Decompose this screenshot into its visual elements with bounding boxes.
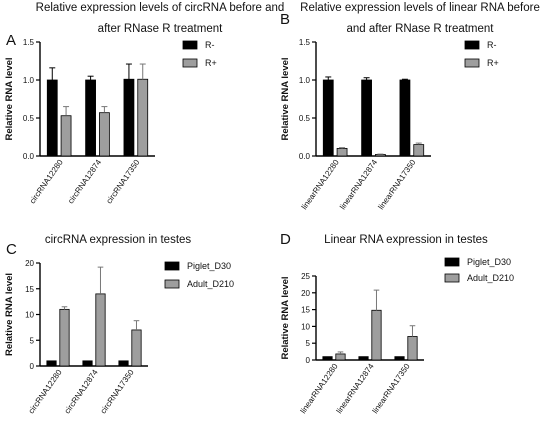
x-category-label: linearRNA12280 xyxy=(300,158,341,212)
legend-label: R+ xyxy=(205,58,217,68)
x-category-label: circRNA17350 xyxy=(105,158,142,206)
y-tick-label: 10 xyxy=(25,311,34,320)
bar xyxy=(394,356,405,361)
y-tick-label: 5 xyxy=(306,339,311,348)
legend-swatch xyxy=(464,58,480,68)
bar xyxy=(407,336,418,361)
panel-letter: C xyxy=(6,241,17,258)
x-category-label: circRNA12280 xyxy=(27,368,64,416)
y-tick-label: 0.5 xyxy=(23,114,35,123)
bar xyxy=(361,79,372,157)
x-category-label: circRNA12874 xyxy=(66,158,103,206)
bar xyxy=(99,112,110,157)
bar xyxy=(85,79,96,157)
legend-label: R+ xyxy=(487,58,499,68)
chart-title: circRNA expression in testes xyxy=(45,234,192,246)
panel-d: D Linear RNA expression in testes 0 5 10 15 20… xyxy=(280,231,514,415)
y-tick-label: 0.0 xyxy=(299,152,311,161)
y-tick-label: 0.0 xyxy=(23,152,35,161)
bar xyxy=(322,79,334,157)
legend-swatch xyxy=(182,40,198,50)
y-tick-label: 5 xyxy=(30,336,35,345)
legend-label: R- xyxy=(487,40,497,50)
legend-swatch xyxy=(164,261,180,271)
bar xyxy=(399,79,411,157)
y-axis-label: Relative RNA level xyxy=(4,57,15,140)
x-category-label: linearRNA12280 xyxy=(299,362,340,416)
legend-label: Piglet_D30 xyxy=(467,257,511,267)
bar xyxy=(46,360,57,367)
bar xyxy=(118,360,129,367)
y-tick-label: 0 xyxy=(30,362,35,371)
legend-swatch xyxy=(182,58,198,68)
y-tick-label: 20 xyxy=(25,259,34,268)
y-tick-label: 1.0 xyxy=(299,76,311,85)
y-tick-label: 1.5 xyxy=(23,38,35,47)
bar xyxy=(358,356,369,361)
x-category-label: linearRNA17350 xyxy=(371,362,412,416)
bar xyxy=(413,144,425,157)
bar xyxy=(59,308,70,367)
chart-title: Relative expression levels of linear RNA… xyxy=(300,2,540,14)
legend-swatch xyxy=(464,40,480,50)
y-axis-label: Relative RNA level xyxy=(280,57,291,140)
legend-label: Piglet_D30 xyxy=(187,261,231,271)
x-category-label: circRNA17350 xyxy=(99,368,136,416)
legend-swatch xyxy=(164,279,180,289)
y-axis-label: Relative RNA level xyxy=(4,273,15,356)
bar xyxy=(95,293,106,367)
y-tick-label: 1.0 xyxy=(23,76,35,85)
chart-title: after RNase R treatment xyxy=(98,23,223,35)
bar xyxy=(131,329,142,367)
y-axis-label: Relative RNA level xyxy=(280,276,291,359)
x-category-label: circRNA12280 xyxy=(28,158,65,206)
y-tick-label: 1.5 xyxy=(299,38,311,47)
chart-title: Linear RNA expression in testes xyxy=(324,234,488,246)
bar xyxy=(60,115,72,157)
bar xyxy=(82,360,93,367)
bar xyxy=(322,356,333,361)
y-tick-label: 0 xyxy=(306,356,311,365)
legend-label: R- xyxy=(205,40,215,50)
panel-b: B Relative expression levels of linear RN… xyxy=(280,2,540,211)
y-tick-label: 15 xyxy=(301,306,310,315)
x-category-label: linearRNA12874 xyxy=(335,362,376,416)
bar xyxy=(375,154,386,157)
x-category-label: linearRNA17350 xyxy=(376,158,417,212)
y-tick-label: 0.5 xyxy=(299,114,311,123)
panel-letter: A xyxy=(6,32,16,49)
bar xyxy=(46,79,58,157)
panel-a: A Relative expression levels of circRNA b… xyxy=(4,2,284,205)
y-tick-label: 20 xyxy=(301,289,310,298)
bar xyxy=(336,147,348,157)
y-tick-label: 25 xyxy=(301,272,310,281)
panel-letter: D xyxy=(280,231,291,248)
x-category-label: linearRNA12874 xyxy=(338,158,379,212)
y-tick-label: 10 xyxy=(301,322,310,331)
panel-letter: B xyxy=(280,11,290,28)
bar xyxy=(371,309,382,361)
legend-label: Adult_D210 xyxy=(467,273,514,283)
legend-swatch xyxy=(444,257,460,267)
chart-title: and after RNase R treatment xyxy=(346,23,494,35)
y-tick-label: 15 xyxy=(25,285,34,294)
bar xyxy=(123,78,135,157)
chart-title: Relative expression levels of circRNA be… xyxy=(36,2,285,14)
legend-swatch xyxy=(444,273,460,283)
bar xyxy=(137,78,149,157)
bar xyxy=(335,353,346,361)
x-category-label: circRNA12874 xyxy=(63,368,100,416)
legend-label: Adult_D210 xyxy=(187,279,234,289)
